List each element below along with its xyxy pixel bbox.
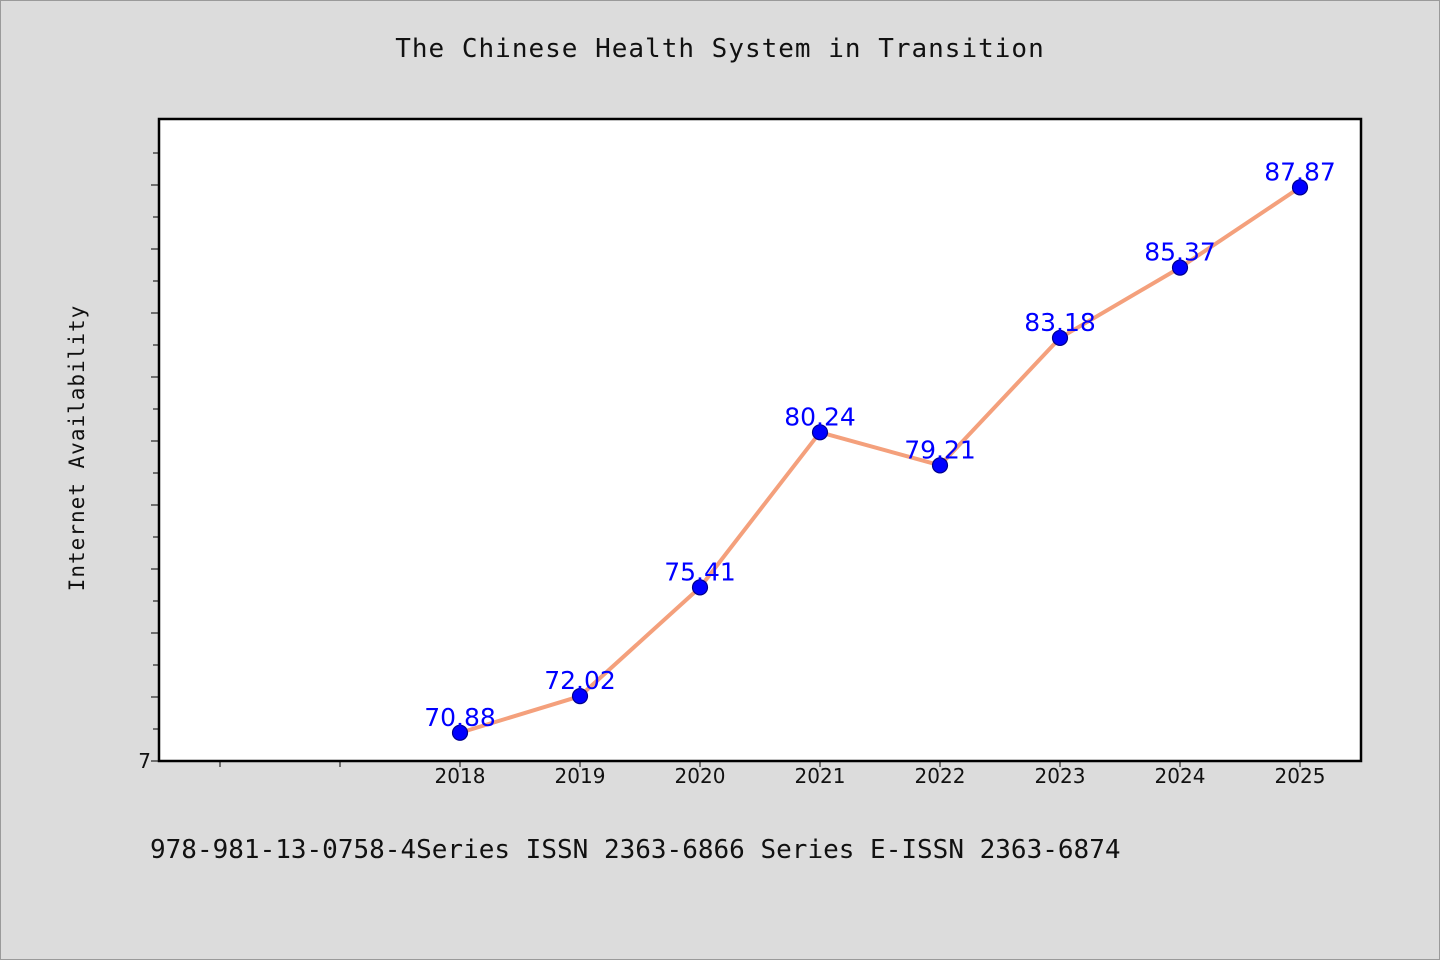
data-point: [931, 457, 949, 474]
data-point: [571, 688, 589, 705]
data-point: [691, 579, 709, 596]
x-tick-label: 2023: [1035, 764, 1086, 788]
data-point: [1291, 179, 1309, 196]
footer-isbn-text: 978-981-13-0758-4Series ISSN 2363-6866 S…: [150, 835, 1121, 865]
data-label: 72.02: [544, 666, 616, 695]
data-label: 83.18: [1024, 308, 1096, 337]
x-tick-label: 2025: [1275, 764, 1326, 788]
x-tick-label: 2020: [675, 764, 726, 788]
data-label: 80.24: [784, 402, 856, 431]
x-tick-label: 2018: [435, 764, 486, 788]
x-axis-ticks: 2018 2019 2020 2021 2022 2023 2024 2025: [219, 761, 1326, 788]
x-tick-label: 2024: [1155, 764, 1206, 788]
data-label: 87.87: [1264, 157, 1336, 186]
data-label: 85.37: [1144, 238, 1216, 267]
chart-title: The Chinese Health System in Transition: [395, 34, 1045, 64]
data-label: 79.21: [904, 435, 976, 464]
data-point: [451, 724, 469, 741]
data-label: 75.41: [664, 557, 736, 586]
data-labels-group: 70.88 72.02 75.41 80.24 79.21 83.18 85.37 87.87: [424, 157, 1336, 731]
series-line: [458, 185, 1302, 735]
y-axis-ticks: 7: [138, 152, 159, 773]
x-tick-label: 2019: [555, 764, 606, 788]
data-point: [1051, 329, 1069, 347]
data-point: [811, 424, 829, 441]
plot-area: [157, 117, 1363, 763]
series-line-group: [458, 185, 1302, 735]
y-tick-label: 7: [138, 749, 151, 773]
data-point: [1171, 259, 1189, 276]
data-points-group: [451, 179, 1309, 741]
data-label: 70.88: [424, 703, 496, 732]
x-tick-label: 2022: [915, 764, 966, 788]
x-tick-label: 2021: [795, 764, 846, 788]
